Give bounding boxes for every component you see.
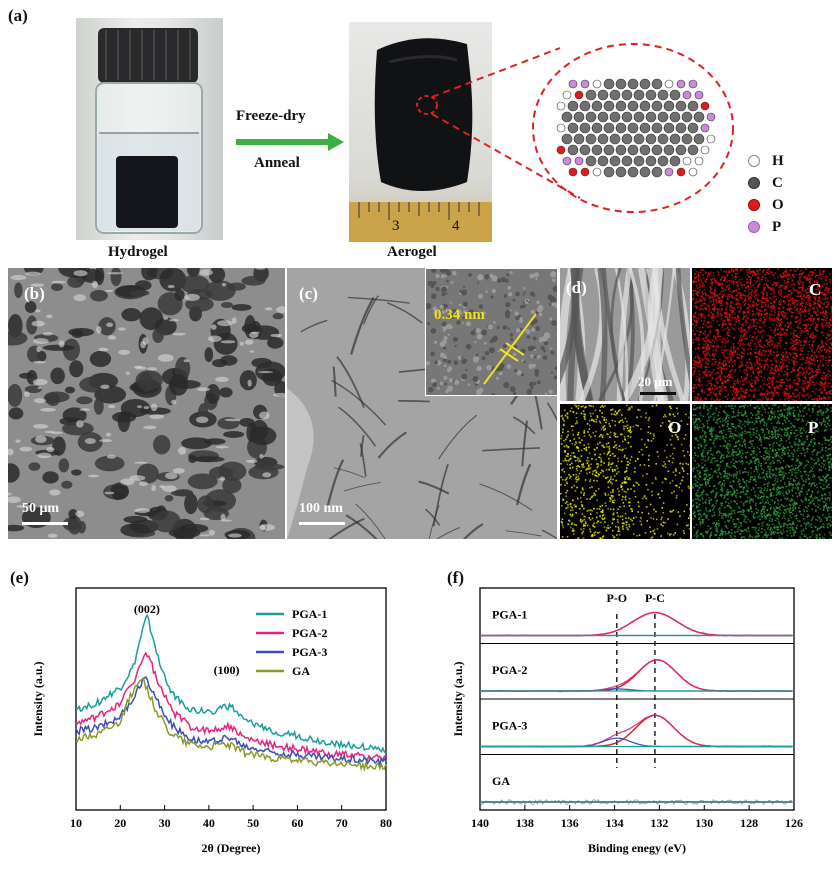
xrd-y-axis-label: Intensity (a.u.) <box>31 661 45 736</box>
molecule-zoom-icon <box>416 43 734 213</box>
eds-map-p-label: P <box>808 418 819 437</box>
xrd-x-tick-label: 60 <box>291 816 303 830</box>
atom-legend: H C O P <box>748 150 828 238</box>
atom-legend-item-o: O <box>748 194 828 216</box>
xrd-legend-label: GA <box>292 664 310 678</box>
xps-x-tick-label: 132 <box>650 816 668 830</box>
xrd-series-pga-2 <box>75 651 387 762</box>
o-atom-icon <box>748 199 760 211</box>
xps-x-axis-label: Binding enegy (eV) <box>588 841 686 855</box>
hydrogel-caption: Hydrogel <box>108 244 168 260</box>
panel-e-label: (e) <box>10 568 29 587</box>
p-atom-icon <box>748 221 760 233</box>
sem-image-b: (b) 50 μm <box>8 268 285 539</box>
xrd-x-tick-label: 80 <box>380 816 392 830</box>
scale-bar-b <box>22 522 68 525</box>
xps-x-tick-label: 126 <box>785 816 803 830</box>
xps-po-component <box>480 737 793 748</box>
process-arrow-icon <box>236 133 344 151</box>
xrd-series-pga-1 <box>75 613 387 754</box>
xrd-series-pga-3 <box>75 676 387 768</box>
eds-map-c-label: C <box>809 280 822 299</box>
atom-legend-item-p: P <box>748 216 828 238</box>
panel-a-label: (a) <box>8 6 28 25</box>
scale-b: 50 μm <box>22 501 60 516</box>
panel-f-label: (f) <box>447 568 464 587</box>
xps-y-axis-label: Intensity (a.u.) <box>451 661 465 736</box>
tem-image-c: (c) 100 nm 0.34 nm <box>287 268 557 539</box>
eds-sem-d: (d) 20 μm <box>560 268 690 401</box>
panel-c-label: (c) <box>299 284 318 303</box>
xps-series-label: PGA-3 <box>492 719 527 733</box>
scale-d: 20 μm <box>638 374 673 389</box>
xps-x-tick-label: 134 <box>606 816 624 830</box>
eds-map-p: P <box>692 404 832 539</box>
xps-x-tick-label: 140 <box>471 816 489 830</box>
xps-series-label: PGA-1 <box>492 608 527 622</box>
arrow-bottom-text: Anneal <box>254 155 300 171</box>
ruler-mark-4: 4 <box>452 218 460 234</box>
xrd-chart: 10 20 30 40 50 60 70 80 2θ (Degree) Intensity (a.… <box>31 587 392 855</box>
scale-bar-c <box>299 522 345 525</box>
xps-series-label: PGA-2 <box>492 663 527 677</box>
xrd-peak-label: (002) <box>134 602 160 616</box>
c-atom-icon <box>748 177 760 189</box>
xps-chart: 140 138 136 134 132 130 128 126 Binding enegy (e… <box>451 587 803 855</box>
xps-reference-label: P-C <box>645 591 665 605</box>
panel-d-label: (d) <box>566 278 587 297</box>
xrd-peak-label: (100) <box>214 663 240 677</box>
tem-inset: 0.34 nm <box>425 268 557 396</box>
ruler-mark-3: 3 <box>392 218 400 234</box>
xrd-legend-label: PGA-2 <box>292 626 327 640</box>
xrd-x-tick-label: 20 <box>114 816 126 830</box>
eds-map-o: O <box>560 404 690 539</box>
hydrogel-vial-icon <box>95 28 203 234</box>
scale-c: 100 nm <box>299 501 343 516</box>
hydrogel-photo <box>76 18 223 240</box>
xps-series-label: GA <box>492 774 510 788</box>
arrow-top-text: Freeze-dry <box>236 108 306 124</box>
xps-reference-label: P-O <box>606 591 627 605</box>
xrd-series-ga <box>75 677 387 773</box>
panel-b-label: (b) <box>24 284 45 303</box>
xrd-legend-label: PGA-1 <box>292 607 327 621</box>
xrd-x-axis-label: 2θ (Degree) <box>201 841 260 855</box>
atom-legend-item-c: C <box>748 172 828 194</box>
aerogel-caption: Aerogel <box>387 244 437 260</box>
xrd-plot-frame <box>75 587 387 811</box>
xrd-x-tick-label: 10 <box>70 816 82 830</box>
xps-x-tick-label: 136 <box>561 816 579 830</box>
xps-x-tick-label: 130 <box>695 816 713 830</box>
xps-x-tick-label: 128 <box>740 816 758 830</box>
xrd-x-tick-label: 50 <box>247 816 259 830</box>
eds-map-c: C <box>692 268 832 401</box>
xrd-legend-label: PGA-3 <box>292 645 327 659</box>
xps-raw-ga <box>479 798 793 806</box>
lattice-spacing-label: 0.34 nm <box>434 307 485 323</box>
xrd-x-tick-label: 40 <box>203 816 215 830</box>
atom-legend-item-h: H <box>748 150 828 172</box>
scale-bar-d <box>640 392 676 395</box>
xrd-x-tick-label: 70 <box>336 816 348 830</box>
xrd-x-tick-label: 30 <box>159 816 171 830</box>
h-atom-icon <box>748 155 760 167</box>
aerogel-photo: 3 4 <box>349 22 492 242</box>
xps-x-tick-label: 138 <box>516 816 534 830</box>
eds-map-o-label: O <box>668 418 682 437</box>
